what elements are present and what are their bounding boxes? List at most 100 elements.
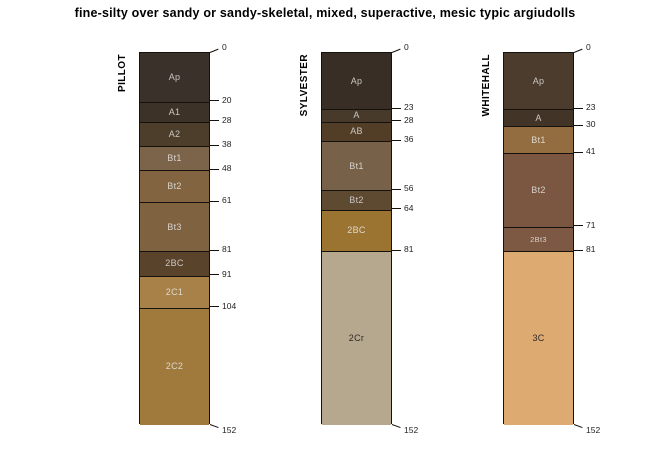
horizon-label: 2BC <box>347 225 366 236</box>
profile-column: Ap A1 A2 Bt1 Bt2 Bt3 2BC 2C1 2C2 <box>139 52 210 425</box>
horizon-label: 3C <box>532 333 545 344</box>
horizon-label: A2 <box>168 128 181 139</box>
depth-tick-label: 41 <box>586 146 596 157</box>
depth-tick <box>209 423 219 428</box>
soil-horizon-layer: 3C <box>504 251 573 425</box>
soil-horizon-layer: Bt1 <box>140 146 209 171</box>
soil-horizon-layer: A <box>322 109 391 122</box>
horizon-label: 2BC <box>165 258 184 269</box>
soil-horizon-layer: Bt2 <box>140 170 209 203</box>
depth-tick <box>210 306 219 308</box>
soil-horizon-layer: Bt1 <box>504 126 573 154</box>
depth-tick-label: 81 <box>404 244 414 255</box>
site-label: SYLVESTER <box>299 54 310 117</box>
soil-horizon-layer: 2C1 <box>140 275 209 308</box>
depth-tick <box>392 139 401 141</box>
depth-tick-label: 28 <box>404 114 414 125</box>
depth-tick-label: 23 <box>404 102 414 113</box>
soil-horizon-layer: Ap <box>504 53 573 110</box>
soil-horizon-layer: A2 <box>140 121 209 146</box>
depth-tick-label: 56 <box>404 183 414 194</box>
soil-horizon-layer: 2BC <box>322 209 391 252</box>
depth-tick-label: 81 <box>586 244 596 255</box>
depth-tick-label: 38 <box>222 139 232 149</box>
depth-tick <box>574 225 583 227</box>
depth-tick <box>574 249 583 251</box>
depth-tick-label: 30 <box>586 119 596 130</box>
depth-tick-label: 81 <box>222 244 232 255</box>
horizon-label: Bt2 <box>531 185 546 196</box>
depth-tick <box>574 107 583 109</box>
page-title: fine-silty over sandy or sandy-skeletal,… <box>74 6 576 20</box>
depth-tick <box>210 144 219 146</box>
depth-tick <box>574 124 583 126</box>
depth-tick <box>391 48 401 53</box>
depth-tick <box>210 100 219 102</box>
depth-tick-label: 36 <box>404 134 414 145</box>
soil-horizon-layer: 2BC <box>140 251 209 276</box>
soil-horizon-layer: 2Bt3 <box>504 226 573 252</box>
horizon-label: 2Bt3 <box>530 234 547 244</box>
depth-tick-label: 0 <box>586 42 591 52</box>
soil-horizon-layer: A <box>504 109 573 127</box>
depth-tick-label: 71 <box>586 219 596 230</box>
soil-horizon-layer: A1 <box>140 101 209 122</box>
depth-tick-label: 152 <box>404 425 419 435</box>
horizon-label: Bt1 <box>167 153 182 164</box>
horizon-label: Bt2 <box>167 181 182 192</box>
depth-tick-label: 20 <box>222 94 232 105</box>
depth-tick-label: 152 <box>222 425 237 435</box>
depth-tick <box>209 48 219 53</box>
depth-tick <box>210 249 219 251</box>
horizon-label: Bt3 <box>167 221 182 232</box>
horizon-label: Bt1 <box>349 160 364 171</box>
depth-tick <box>210 200 219 202</box>
depth-tick <box>392 107 401 109</box>
depth-tick <box>392 249 401 251</box>
horizon-label: Ap <box>350 75 363 86</box>
soil-horizon-layer: 2C2 <box>140 307 209 425</box>
depth-tick-label: 23 <box>586 102 596 113</box>
horizon-label: 2C1 <box>165 286 184 297</box>
depth-tick <box>573 48 583 53</box>
depth-tick <box>210 274 219 276</box>
profile-column: Ap A Bt1 Bt2 2Bt3 3C <box>503 52 574 425</box>
depth-tick-label: 28 <box>222 114 232 125</box>
horizon-label: Bt1 <box>531 134 546 145</box>
site-label: PILLOT <box>117 54 128 92</box>
soil-horizon-layer: Ap <box>140 53 209 102</box>
site-label: WHITEHALL <box>481 54 492 117</box>
soil-horizon-layer: Ap <box>322 53 391 110</box>
depth-tick <box>391 423 401 428</box>
horizon-label: 2C2 <box>165 361 184 372</box>
soil-horizon-layer: Bt2 <box>322 190 391 210</box>
depth-tick-label: 0 <box>222 42 227 52</box>
depth-tick <box>210 120 219 122</box>
depth-tick-label: 61 <box>222 195 232 206</box>
depth-tick-label: 152 <box>586 425 601 435</box>
horizon-label: A1 <box>168 106 181 117</box>
depth-tick <box>392 120 401 122</box>
soil-horizon-layer: Bt1 <box>322 141 391 191</box>
depth-tick <box>573 423 583 428</box>
horizon-label: 2Cr <box>348 333 365 344</box>
soil-horizon-layer: Bt3 <box>140 202 209 252</box>
horizon-label: AB <box>350 126 363 137</box>
depth-tick <box>210 168 219 170</box>
horizon-label: Bt2 <box>349 194 364 205</box>
depth-tick <box>574 151 583 153</box>
horizon-label: Ap <box>168 71 181 82</box>
depth-tick-label: 48 <box>222 163 232 174</box>
depth-tick-label: 91 <box>222 268 232 279</box>
depth-tick-label: 0 <box>404 42 409 52</box>
horizon-label: A <box>535 112 542 123</box>
profile-column: Ap A AB Bt1 Bt2 2BC 2Cr <box>321 52 392 425</box>
depth-tick <box>392 208 401 210</box>
soil-horizon-layer: Bt2 <box>504 153 573 227</box>
horizon-label: Ap <box>532 75 545 86</box>
soil-horizon-layer: 2Cr <box>322 251 391 425</box>
horizon-label: A <box>353 110 360 121</box>
soil-horizon-layer: AB <box>322 121 391 142</box>
depth-tick-label: 64 <box>404 202 414 213</box>
